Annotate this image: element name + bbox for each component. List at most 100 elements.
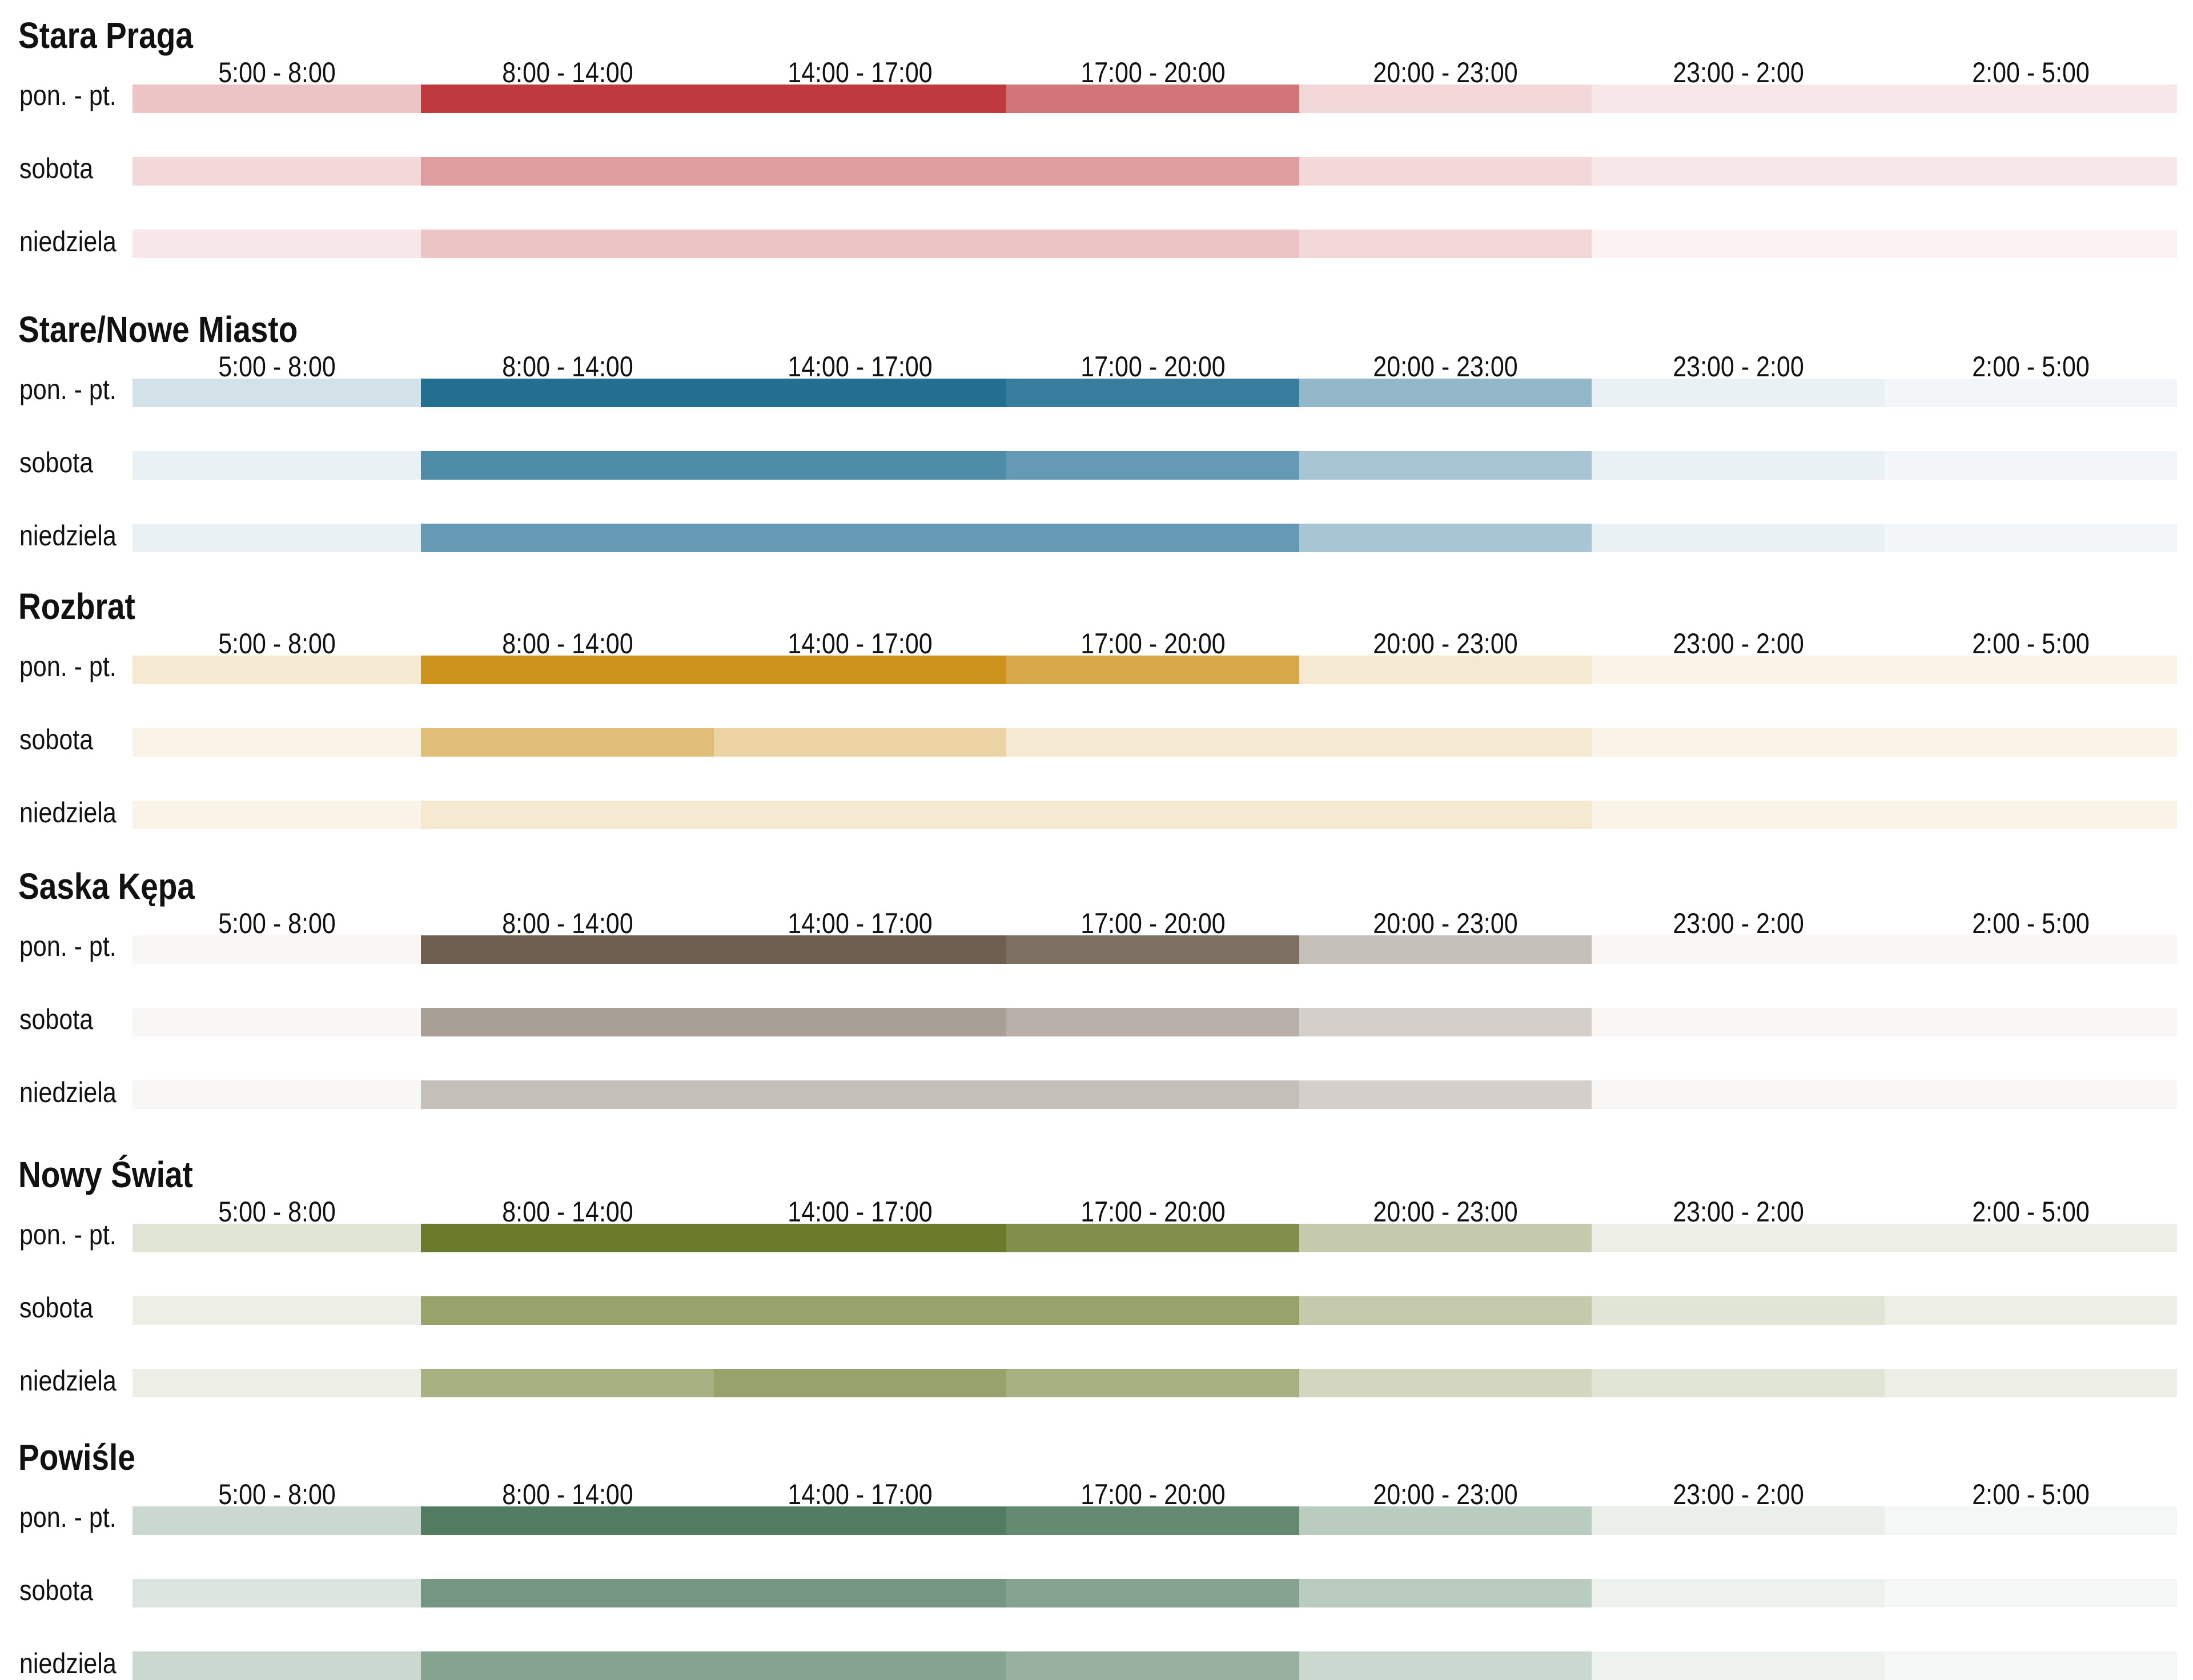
heatmap-cell bbox=[421, 656, 714, 684]
heatmap-cell bbox=[714, 1080, 1006, 1109]
heatmap-cell bbox=[1299, 230, 1592, 258]
heatmap-cell bbox=[132, 1579, 421, 1607]
heatmap-cell bbox=[1885, 1579, 2177, 1607]
heatmap-cell bbox=[1592, 157, 1885, 186]
heatmap-cell bbox=[714, 1369, 1006, 1397]
time-slot-label: 20:00 - 23:00 bbox=[1373, 628, 1518, 660]
heatmap-cell bbox=[421, 1579, 714, 1607]
heatmap-cell bbox=[1885, 801, 2177, 829]
heatmap-cell bbox=[1592, 1579, 1885, 1607]
heatmap-cell bbox=[714, 157, 1006, 186]
heatmap-cell bbox=[1006, 935, 1299, 964]
time-slot-label: 2:00 - 5:00 bbox=[1972, 628, 2090, 660]
heatmap-cell bbox=[1592, 1651, 1885, 1680]
heatmap-cell bbox=[421, 451, 714, 480]
heatmap-cell bbox=[1006, 1080, 1299, 1109]
time-slot-label: 20:00 - 23:00 bbox=[1373, 1478, 1518, 1510]
cutoff-text-fragment bbox=[23, 0, 1314, 6]
heatmap-cell bbox=[1299, 1224, 1592, 1252]
area-title: Stare/Nowe Miasto bbox=[18, 309, 298, 350]
area-title: Nowy Świat bbox=[18, 1154, 193, 1195]
time-slot-label: 2:00 - 5:00 bbox=[1972, 1478, 2090, 1510]
heatmap-cell bbox=[1006, 1224, 1299, 1252]
time-slot-label: 5:00 - 8:00 bbox=[218, 1196, 336, 1228]
time-slot-label: 5:00 - 8:00 bbox=[218, 1478, 336, 1510]
heatmap-cell bbox=[1885, 157, 2177, 186]
heatmap-cell bbox=[714, 1008, 1006, 1036]
time-slot-label: 14:00 - 17:00 bbox=[788, 628, 933, 660]
heatmap-cell bbox=[421, 1369, 714, 1397]
heatmap-cell bbox=[1592, 1506, 1885, 1535]
heatmap-cell bbox=[1592, 935, 1885, 964]
heatmap-cell bbox=[1885, 524, 2177, 552]
time-slot-label: 14:00 - 17:00 bbox=[788, 1478, 933, 1510]
day-type-label: sobota bbox=[19, 447, 94, 479]
heatmap-cell bbox=[1885, 1008, 2177, 1036]
heatmap-cell bbox=[132, 1506, 421, 1535]
heatmap-cell bbox=[1592, 1080, 1885, 1109]
day-type-label: pon. - pt. bbox=[19, 650, 117, 682]
heatmap-cell bbox=[1592, 1369, 1885, 1397]
heatmap-cell bbox=[714, 1224, 1006, 1252]
time-slot-label: 5:00 - 8:00 bbox=[218, 351, 336, 383]
heatmap-cell bbox=[421, 1224, 714, 1252]
heatmap-cell bbox=[714, 801, 1006, 829]
time-slot-label: 8:00 - 14:00 bbox=[501, 907, 633, 939]
heatmap-cell bbox=[1006, 1651, 1299, 1680]
day-type-label: pon. - pt. bbox=[19, 930, 117, 962]
heatmap-cell bbox=[714, 230, 1006, 258]
heatmap-cell bbox=[714, 935, 1006, 964]
heatmap-cell bbox=[132, 656, 421, 684]
heatmap-cell bbox=[1299, 85, 1592, 113]
heatmap-cell bbox=[1006, 524, 1299, 552]
heatmap-cell bbox=[714, 1506, 1006, 1535]
time-slot-label: 8:00 - 14:00 bbox=[501, 1478, 633, 1510]
heatmap-cell bbox=[1885, 85, 2177, 113]
heatmap-cell bbox=[421, 1506, 714, 1535]
heatmap-cell bbox=[1006, 1296, 1299, 1325]
heatmap-cell bbox=[1006, 1369, 1299, 1397]
heatmap-cell bbox=[1592, 85, 1885, 113]
area-title: Rozbrat bbox=[18, 586, 135, 627]
heatmap-cell bbox=[714, 379, 1006, 407]
time-slot-label: 8:00 - 14:00 bbox=[501, 628, 633, 660]
heatmap-cell bbox=[1299, 801, 1592, 829]
time-slot-label: 14:00 - 17:00 bbox=[788, 907, 933, 939]
heatmap-cell bbox=[1885, 1296, 2177, 1325]
heatmap-cell bbox=[1885, 1651, 2177, 1680]
heatmap-cell bbox=[1592, 801, 1885, 829]
day-type-label: sobota bbox=[19, 1292, 94, 1324]
heatmap-cell bbox=[132, 157, 421, 186]
heatmap-cell bbox=[1299, 451, 1592, 480]
day-type-label: sobota bbox=[19, 152, 94, 184]
time-slot-label: 23:00 - 2:00 bbox=[1672, 907, 1804, 939]
heatmap-cell bbox=[421, 157, 714, 186]
heatmap-cell bbox=[132, 1224, 421, 1252]
heatmap-cell bbox=[1006, 230, 1299, 258]
day-type-label: niedziela bbox=[19, 1076, 117, 1108]
heatmap-cell bbox=[1006, 379, 1299, 407]
heatmap-cell bbox=[1885, 728, 2177, 757]
heatmap-cell bbox=[1299, 1080, 1592, 1109]
heatmap-cell bbox=[1299, 728, 1592, 757]
time-slot-label: 5:00 - 8:00 bbox=[218, 628, 336, 660]
heatmap-cell bbox=[1885, 230, 2177, 258]
time-slot-label: 8:00 - 14:00 bbox=[501, 1196, 633, 1228]
time-slot-label: 2:00 - 5:00 bbox=[1972, 907, 2090, 939]
time-slot-label: 2:00 - 5:00 bbox=[1972, 1196, 2090, 1228]
time-slot-label: 20:00 - 23:00 bbox=[1373, 57, 1518, 89]
heatmap-cell bbox=[1592, 656, 1885, 684]
heatmap-cell bbox=[421, 85, 714, 113]
heatmap-cell bbox=[714, 728, 1006, 757]
heatmap-cell bbox=[1299, 379, 1592, 407]
heatmap-cell bbox=[1299, 1506, 1592, 1535]
heatmap-cell bbox=[132, 451, 421, 480]
time-slot-label: 23:00 - 2:00 bbox=[1672, 1478, 1804, 1510]
cutoff-text-fragment bbox=[1485, 0, 2113, 6]
day-type-label: pon. - pt. bbox=[19, 79, 117, 111]
heatmap-cell bbox=[1592, 1008, 1885, 1036]
heatmap-cell bbox=[132, 1080, 421, 1109]
time-slot-label: 17:00 - 20:00 bbox=[1080, 1478, 1226, 1510]
time-slot-label: 17:00 - 20:00 bbox=[1080, 57, 1226, 89]
heatmap-cell bbox=[132, 935, 421, 964]
